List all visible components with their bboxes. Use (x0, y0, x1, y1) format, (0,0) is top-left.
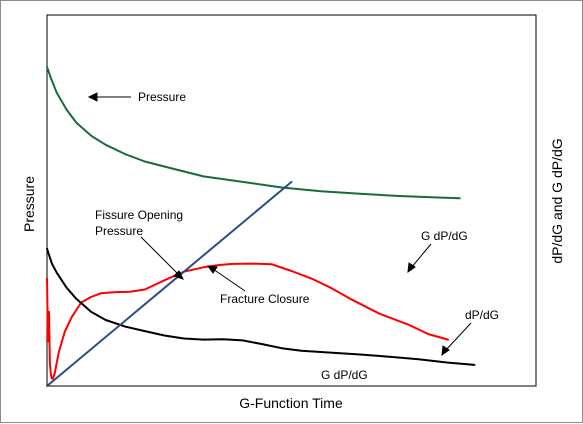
series-fracture-line (46, 180, 293, 387)
arrowhead-pressure (87, 92, 98, 102)
series-g-dpdg (46, 262, 449, 380)
arrowhead-dpdg (441, 345, 450, 357)
plot-area (46, 14, 537, 387)
annotation-dpdg: dP/dG (465, 308, 499, 322)
y-axis-label-right: dP/dG and G dP/dG (549, 138, 565, 263)
arrow-dpdg (444, 322, 472, 352)
arrowhead-fracture (206, 265, 218, 274)
annotation-fracture-closure: Fracture Closure (220, 292, 310, 306)
series-pressure (46, 65, 461, 200)
series-dpdg (46, 247, 476, 366)
arrowhead-gdpdg-upper (407, 262, 416, 274)
arrow-fissure (140, 236, 180, 276)
annotation-gdpdg-lower: G dP/dG (321, 368, 368, 382)
annotation-fissure-line2: Pressure (95, 224, 143, 238)
series-layer (46, 65, 476, 387)
y-axis-label-left: Pressure (21, 176, 37, 232)
annotation-gdpdg-upper: G dP/dG (421, 229, 468, 243)
annotation-fissure-line1: Fissure Opening (95, 208, 183, 222)
annotation-pressure: Pressure (138, 90, 186, 104)
arrow-fracture (212, 268, 246, 292)
arrowhead-fissure (173, 270, 184, 280)
arrow-gdpdg-upper (410, 243, 432, 269)
x-axis-label: G-Function Time (239, 395, 343, 411)
annotation-arrows (87, 92, 472, 357)
